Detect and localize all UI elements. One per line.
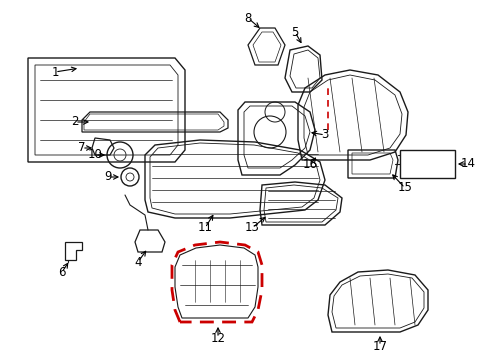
- Text: 15: 15: [397, 181, 411, 194]
- Text: 16: 16: [302, 158, 317, 171]
- Text: 14: 14: [460, 157, 474, 171]
- Bar: [399, 150, 454, 178]
- Text: 5: 5: [291, 26, 298, 39]
- Text: 7: 7: [78, 141, 85, 154]
- Text: 11: 11: [197, 221, 212, 234]
- Text: 10: 10: [87, 148, 102, 162]
- Text: 2: 2: [71, 116, 79, 129]
- Text: 9: 9: [104, 171, 112, 184]
- Text: 13: 13: [244, 221, 259, 234]
- Text: 3: 3: [321, 129, 328, 141]
- Text: 6: 6: [58, 265, 65, 279]
- Text: 1: 1: [51, 66, 59, 78]
- Text: 4: 4: [134, 256, 142, 269]
- Text: 8: 8: [244, 12, 251, 24]
- Text: 12: 12: [210, 332, 225, 345]
- Text: 17: 17: [372, 339, 386, 352]
